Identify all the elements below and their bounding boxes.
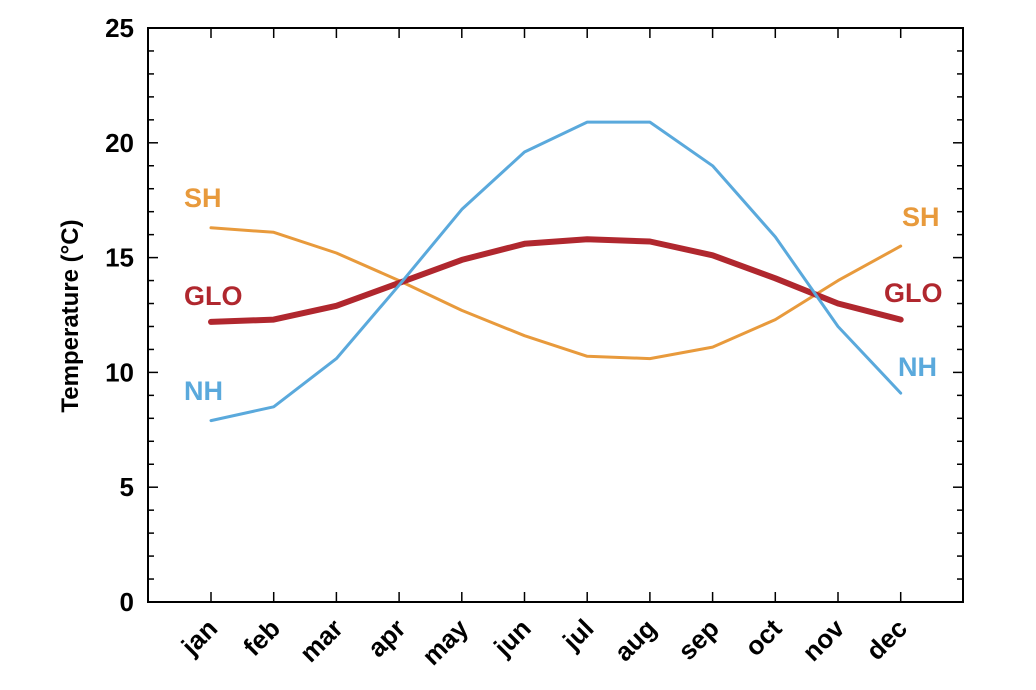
series-label-left-nh: NH	[184, 376, 223, 406]
y-tick-label: 0	[120, 587, 134, 617]
plot-frame	[147, 27, 964, 603]
tick-marks	[148, 27, 963, 603]
y-tick-label: 5	[120, 472, 134, 502]
x-tick-label: aug	[608, 613, 662, 667]
y-tick-label: 10	[105, 357, 134, 387]
x-tick-label: oct	[739, 613, 788, 662]
series-labels: SH SH GLO GLO NH NH	[184, 183, 943, 406]
series-label-right-sh: SH	[902, 202, 940, 232]
x-tick-label: feb	[237, 613, 286, 662]
y-tick-label: 25	[105, 13, 134, 43]
series-label-left-glo: GLO	[184, 281, 243, 311]
y-tick-label: 15	[105, 243, 134, 273]
y-tick-label: 20	[105, 128, 134, 158]
axes	[147, 27, 964, 603]
series-line-nh	[209, 120, 903, 423]
series-label-right-glo: GLO	[884, 278, 943, 308]
x-tick-label: sep	[672, 613, 725, 666]
x-tick-label: nov	[796, 613, 850, 667]
y-tick-labels: 0 5 10 15 20 25	[105, 13, 134, 617]
x-tick-label: dec	[860, 613, 913, 666]
series-lines	[208, 120, 904, 423]
x-tick-labels: jan feb mar apr may jun jul aug sep oct nov dec	[175, 613, 913, 671]
series-line-sh	[209, 226, 903, 361]
series-line-glo	[208, 236, 904, 325]
series-label-right-nh: NH	[898, 352, 937, 382]
x-tick-label: jan	[175, 613, 223, 661]
x-tick-label: jul	[556, 613, 599, 656]
x-tick-label: jun	[487, 613, 536, 662]
y-axis-title: Temperature (°C)	[57, 219, 84, 412]
x-tick-label: mar	[294, 613, 349, 668]
x-tick-label: apr	[362, 613, 412, 663]
series-label-left-sh: SH	[184, 183, 222, 213]
x-tick-label: may	[416, 613, 474, 671]
